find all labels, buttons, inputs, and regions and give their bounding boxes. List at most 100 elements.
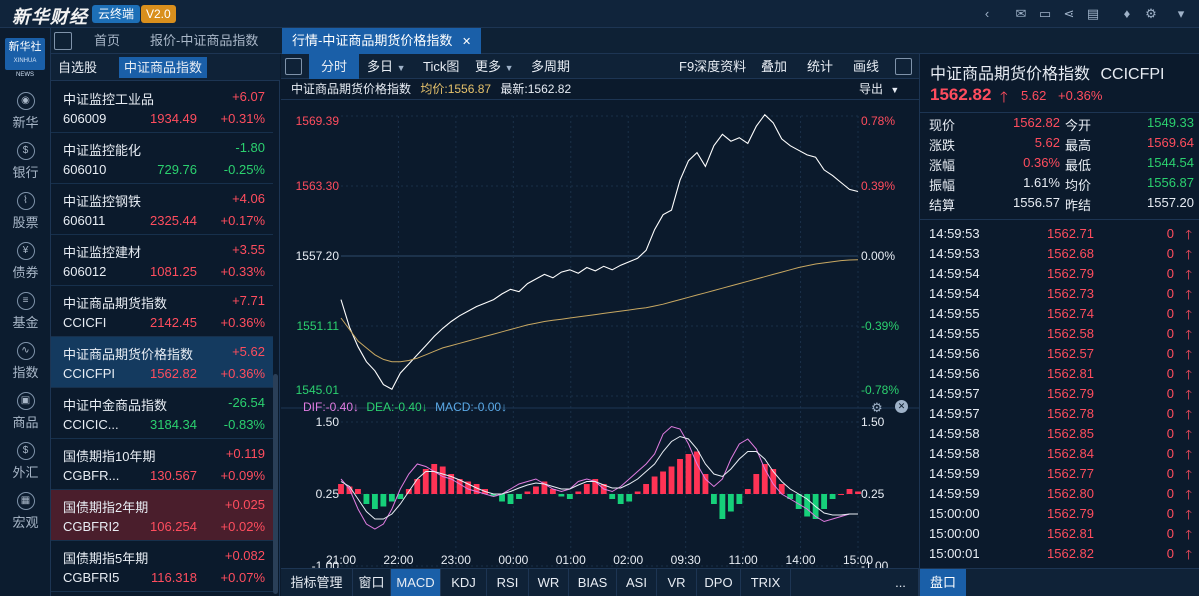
arrow-up-icon: 🡑	[1185, 467, 1192, 482]
watchlist-item[interactable]: 国债期指2年期 +0.025 CGBFRI2 106.254 +0.02%	[51, 490, 273, 541]
indicator-button-3[interactable]: KDJ	[441, 569, 487, 596]
macd-tick-label: 0.25	[316, 487, 340, 501]
watchlist-item[interactable]: 国债期指10年期 +0.119 CGBFR... 130.567 +0.09%	[51, 439, 273, 490]
watchlist-item[interactable]: 中证商品期货指数 +7.71 CCICFI 2142.45 +0.36%	[51, 286, 273, 337]
indicator-button-7[interactable]: ASI	[617, 569, 657, 596]
quote-label: 结算	[929, 198, 956, 213]
quote-row: 现价 1562.82 今开 1549.33	[920, 115, 1199, 135]
price-tick-label: 1551.11	[297, 319, 340, 333]
mail-icon[interactable]: ✉	[1015, 6, 1027, 21]
dif-line	[340, 425, 858, 530]
nav-item-1[interactable]: $ 银行	[0, 142, 51, 181]
nav-label: 债券	[12, 265, 39, 280]
chart-svg[interactable]: 1569.39 0.78% 1563.30 0.39% 1557.20 0.00% 1551…	[281, 100, 919, 568]
macd-bar	[490, 494, 497, 497]
tick-volume: 0	[1166, 486, 1174, 501]
arrow-up-icon: 🡑	[1185, 247, 1192, 262]
gear-icon[interactable]: ⚙	[871, 400, 883, 415]
nav-item-2[interactable]: ⌇ 股票	[0, 192, 51, 231]
macd-bar	[660, 471, 666, 494]
tick-price: 1562.84	[1047, 446, 1094, 461]
tick-time: 14:59:57	[929, 386, 980, 401]
tab-home[interactable]: 首页	[94, 33, 121, 48]
time-tick-label: 09:30	[671, 553, 701, 567]
intraday-button[interactable]: 分时	[309, 54, 360, 79]
quote-change: 5.62	[1021, 88, 1047, 103]
nav-item-3[interactable]: ¥ 债券	[0, 242, 51, 281]
stats-button[interactable]: 统计	[807, 59, 834, 74]
tick-chart-button[interactable]: Tick图	[423, 59, 460, 74]
macd-bar	[448, 474, 455, 494]
watchlist-item[interactable]: 中证中金商品指数 -26.54 CCICIC... 3184.34 -0.83%	[51, 388, 273, 439]
macro-icon: ▦	[16, 492, 35, 510]
watchlist-item[interactable]: 中证商品期货价格指数 +5.62 CCICFPI 1562.82 +0.36%	[51, 337, 273, 388]
multi-period-button[interactable]: 多周期	[531, 59, 571, 74]
message-icon[interactable]: ▭	[1038, 6, 1052, 21]
grid-icon[interactable]: ▤	[1086, 6, 1100, 21]
macd-bar	[804, 494, 811, 517]
item-price: 729.76	[157, 162, 197, 177]
close-icon[interactable]: ✕	[895, 400, 908, 413]
nav-item-0[interactable]: ◉ 新华	[0, 92, 51, 131]
indicator-button-2[interactable]: MACD	[391, 569, 441, 596]
more-button[interactable]: 更多 ▼	[469, 54, 520, 79]
indicator-button-0[interactable]: 指标管理	[281, 569, 353, 596]
macd-bar	[371, 494, 378, 509]
right-panel-toggle-icon[interactable]	[895, 58, 912, 75]
indicator-button-11[interactable]: ...	[883, 569, 919, 596]
indicator-button-4[interactable]: RSI	[487, 569, 529, 596]
watchlist-item[interactable]: 中证监控工业品 +6.07 606009 1934.49 +0.31%	[51, 82, 273, 133]
nav-item-4[interactable]: ≡ 基金	[0, 292, 51, 331]
export-button[interactable]: 导出 ▼	[859, 79, 899, 101]
indicator-button-8[interactable]: VR	[657, 569, 697, 596]
commodity-index-button[interactable]: 中证商品指数	[119, 57, 208, 78]
order-book-button[interactable]: 盘口	[920, 569, 967, 596]
item-pct: +0.09%	[220, 468, 265, 483]
indicator-button-1[interactable]: 窗口	[353, 569, 391, 596]
watchlist-item[interactable]: 中证监控钢铁 +4.06 606011 2325.44 +0.17%	[51, 184, 273, 235]
scrollbar[interactable]	[273, 374, 278, 594]
app-logo: 新华财经	[12, 7, 88, 28]
indicator-button-9[interactable]: DPO	[697, 569, 741, 596]
dea-line	[340, 435, 858, 520]
item-code: CCICIC...	[63, 417, 119, 432]
draw-line-button[interactable]: 画线	[853, 59, 880, 74]
multi-day-button[interactable]: 多日 ▼	[361, 54, 412, 79]
gear-icon[interactable]: ⚙	[1145, 6, 1157, 21]
commodity-icon: ▣	[16, 392, 35, 410]
xinhua-badge[interactable]: 新华社 XINHUA NEWS	[5, 38, 45, 78]
tab-market-cfpi[interactable]: 行情-中证商品期货价格指数 ✕	[282, 28, 482, 54]
macd-bar	[592, 479, 599, 494]
back-arrow-icon[interactable]: ‹	[984, 6, 990, 21]
price-tick-label: 1557.20	[296, 249, 340, 263]
nav-item-6[interactable]: ▣ 商品	[0, 392, 51, 431]
watchlist-item[interactable]: 中证监控建材 +3.55 606012 1081.25 +0.33%	[51, 235, 273, 286]
watchlist-item[interactable]: 国债期指5年期 +0.082 CGBFRI5 116.318 +0.07%	[51, 541, 273, 592]
custom-stocks-button[interactable]: 自选股	[58, 60, 98, 75]
indicator-button-5[interactable]: WR	[529, 569, 569, 596]
arrow-up-icon: 🡑	[1185, 367, 1192, 382]
watchlist-item[interactable]: 中证监控能化 -1.80 606010 729.76 -0.25%	[51, 133, 273, 184]
chevron-down-icon[interactable]: ▾	[1177, 6, 1185, 21]
item-code: CCICFPI	[63, 366, 115, 381]
panel-toggle-icon[interactable]	[54, 32, 72, 50]
item-change: +7.71	[232, 293, 265, 308]
tick-price: 1562.81	[1047, 526, 1094, 541]
tick-price: 1562.79	[1047, 386, 1094, 401]
item-code: CGBFRI2	[63, 519, 120, 534]
macd-bar	[634, 491, 641, 494]
indicator-button-6[interactable]: BIAS	[569, 569, 617, 596]
nav-item-7[interactable]: $ 外汇	[0, 442, 51, 481]
indicator-button-10[interactable]: TRIX	[741, 569, 791, 596]
sidebar-toggle-icon[interactable]	[285, 58, 302, 75]
stock-icon: ⌇	[16, 192, 35, 210]
nav-item-5[interactable]: ∿ 指数	[0, 342, 51, 381]
f9-button[interactable]: F9深度资料	[679, 59, 747, 74]
shirt-icon[interactable]: ♦	[1123, 6, 1131, 21]
close-icon[interactable]: ✕	[461, 36, 472, 48]
overlay-button[interactable]: 叠加	[761, 59, 788, 74]
nav-item-8[interactable]: ▦ 宏观	[0, 492, 51, 531]
share-icon[interactable]: ⋖	[1063, 6, 1075, 21]
tab-quote-index[interactable]: 报价-中证商品指数	[150, 33, 259, 48]
item-change: +3.55	[232, 242, 265, 257]
